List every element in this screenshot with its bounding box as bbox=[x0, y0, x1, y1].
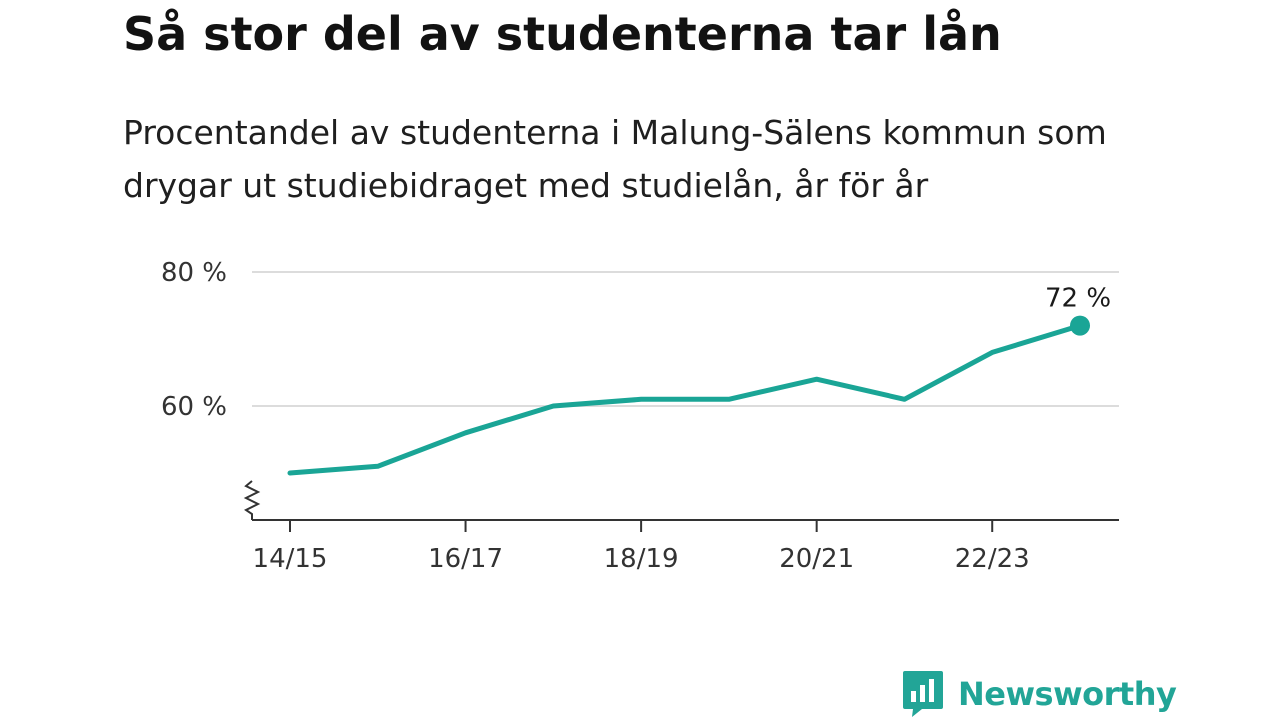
label-layer: 60 % 80 % 14/15 16/17 18/19 20/21 22/23 72 % bbox=[161, 258, 1111, 574]
brand-name: Newsworthy bbox=[958, 675, 1177, 713]
y-tick-label: 80 % bbox=[161, 258, 227, 288]
x-axis bbox=[243, 480, 1119, 532]
series-line bbox=[287, 323, 1083, 476]
data-label: 72 % bbox=[1045, 284, 1111, 314]
x-tick-label: 14/15 bbox=[253, 544, 328, 574]
chart-subtitle: Procentandel av studenterna i Malung-Säl… bbox=[123, 113, 1107, 205]
last-point-marker bbox=[1070, 315, 1090, 336]
newsworthy-logo: Newsworthy bbox=[902, 670, 1177, 718]
x-tick-label: 20/21 bbox=[779, 544, 854, 574]
x-tick-label: 18/19 bbox=[604, 544, 679, 574]
y-tick-label: 60 % bbox=[161, 392, 227, 422]
chart-title: Så stor del av studenterna tar lån bbox=[123, 7, 1002, 61]
x-tick-label: 16/17 bbox=[428, 544, 503, 574]
bar-chart-speech-bubble-icon bbox=[903, 671, 943, 717]
series-layer bbox=[287, 315, 1090, 476]
x-tick-label: 22/23 bbox=[955, 544, 1030, 574]
grid-lines bbox=[252, 271, 1119, 407]
y-axis-break-icon bbox=[243, 480, 261, 520]
